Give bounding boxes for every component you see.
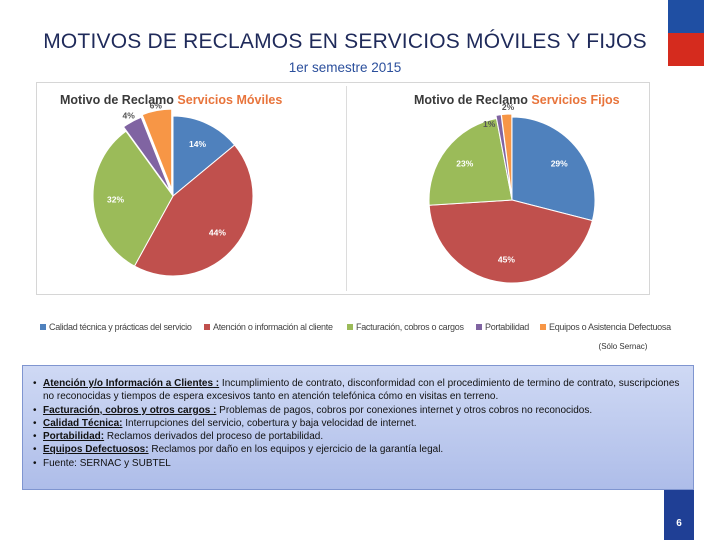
note-lead: Atención y/o Información a Clientes : — [43, 378, 220, 389]
chart-panel: 14% 44% 32% 4% 6% 29% 45% 23% 1% 2% — [36, 82, 650, 295]
chile-flag — [668, 0, 704, 66]
flag-red-stripe — [668, 33, 704, 66]
legend-label: Calidad técnica y prácticas del servicio — [49, 322, 192, 332]
pie-slice — [141, 108, 173, 190]
legend-label: Portabilidad — [485, 322, 529, 332]
pie-slice-label: 45% — [498, 254, 515, 264]
chart-title-fijos: Motivo de Reclamo Servicios Fijos — [414, 93, 620, 107]
legend-swatch — [204, 324, 210, 330]
note-item: • Atención y/o Información a Clientes : I… — [33, 377, 683, 404]
pie-slice — [133, 144, 254, 277]
notes-box: • Atención y/o Información a Clientes : I… — [22, 365, 694, 490]
bullet: • — [33, 444, 37, 456]
note-item: • Fuente: SERNAC y SUBTEL — [33, 457, 683, 470]
chart-title-highlight: Servicios Fijos — [531, 93, 620, 107]
legend-label: Facturación, cobros o cargos — [356, 322, 464, 332]
legend-item: Facturación, cobros o cargos — [347, 322, 464, 332]
pie-slice-label: 32% — [107, 195, 124, 205]
note-text: Problemas de pagos, cobros por conexione… — [216, 404, 593, 416]
pie-slice-label: 44% — [209, 228, 226, 238]
legend-swatch — [40, 324, 46, 330]
pie-slice-label: 23% — [456, 158, 473, 168]
chart-title-text: Motivo de Reclamo — [60, 93, 174, 107]
legend-item: Atención o información al cliente — [204, 322, 333, 332]
legend-label: Equipos o Asistencia Defectuosa — [549, 322, 671, 332]
legend-item: Portabilidad — [476, 322, 529, 332]
pie-slice-label: 29% — [551, 158, 568, 168]
bullet: • — [33, 378, 37, 389]
flag-blue-stripe — [668, 0, 704, 33]
legend-item: Calidad técnica y prácticas del servicio — [40, 322, 192, 332]
note-item: • Equipos Defectuosos: Reclamos por daño … — [33, 443, 683, 456]
legend-label: Atención o información al cliente — [213, 322, 333, 332]
note-lead: Facturación, cobros y otros cargos : — [43, 404, 217, 416]
note-item: • Facturación, cobros y otros cargos : Pr… — [33, 404, 683, 417]
note-lead: Calidad Técnica: — [43, 417, 123, 429]
note-text: Fuente: SERNAC y SUBTEL — [43, 457, 171, 469]
chart-divider — [346, 86, 347, 291]
slide-title: MOTIVOS DE RECLAMOS EN SERVICIOS MÓVILES… — [43, 30, 647, 53]
chart-title-moviles: Motivo de Reclamo Servicios Móviles — [60, 93, 282, 107]
bullet: • — [33, 457, 37, 469]
pie-slice — [500, 113, 513, 198]
chart-title-text: Motivo de Reclamo — [414, 93, 528, 107]
pie-slice-label: 14% — [189, 139, 206, 149]
pie-slice — [122, 116, 172, 192]
legend-swatch — [347, 324, 353, 330]
note-lead: Equipos Defectuosos: — [43, 444, 149, 456]
pie-slice — [428, 199, 594, 284]
pie-slice-label: 1% — [483, 119, 496, 129]
legend-swatch — [476, 324, 482, 330]
bullet: • — [33, 431, 37, 443]
bullet: • — [33, 404, 37, 416]
pie-charts-svg: 14% 44% 32% 4% 6% 29% 45% 23% 1% 2% — [92, 101, 596, 284]
legend-swatch — [540, 324, 546, 330]
note-text: Interrupciones del servicio, cobertura y… — [122, 417, 417, 429]
pie-slice-label: 4% — [123, 110, 136, 120]
pie-slice — [511, 116, 596, 222]
pie-slice — [172, 115, 236, 198]
chart-legend: Calidad técnica y prácticas del servicio… — [40, 322, 680, 336]
note-item: • Portabilidad: Reclamos derivados del pr… — [33, 430, 683, 443]
pie-slice-label: 2% — [502, 102, 515, 112]
pie-slice-label: 6% — [150, 101, 163, 111]
note-text: Reclamos por daño en los equipos y ejerc… — [148, 444, 444, 456]
pie-slice — [428, 117, 513, 206]
page-number: 6 — [664, 490, 694, 540]
pie-slice — [92, 130, 174, 267]
note-text: Incumplimiento de contrato, disconformid… — [43, 378, 680, 403]
note-lead: Portabilidad: — [43, 431, 105, 443]
chart-title-highlight: Servicios Móviles — [177, 93, 283, 107]
note-text: Reclamos derivados del proceso de portab… — [104, 431, 324, 443]
source-note: (Sólo Sernac) — [598, 342, 648, 351]
note-item: • Calidad Técnica: Interrupciones del ser… — [33, 417, 683, 430]
slide-subtitle: 1er semestre 2015 — [288, 60, 402, 75]
legend-item: Equipos o Asistencia Defectuosa — [540, 322, 671, 332]
bullet: • — [33, 417, 37, 429]
